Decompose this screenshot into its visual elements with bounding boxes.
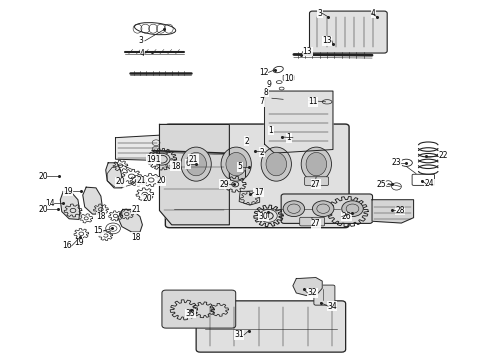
Polygon shape	[118, 210, 143, 232]
Text: 2: 2	[244, 137, 249, 146]
Text: 18: 18	[132, 233, 141, 242]
Text: 18: 18	[171, 162, 180, 171]
Text: 2: 2	[260, 148, 265, 157]
Text: 24: 24	[425, 179, 435, 188]
FancyBboxPatch shape	[305, 177, 318, 185]
Text: 3: 3	[139, 36, 144, 45]
Text: 11: 11	[309, 97, 318, 106]
Circle shape	[313, 201, 334, 217]
Text: 1: 1	[269, 126, 273, 135]
Text: 14: 14	[45, 199, 54, 208]
Text: 17: 17	[254, 188, 264, 197]
Ellipse shape	[181, 147, 211, 181]
Text: 19: 19	[63, 187, 73, 196]
Text: 25: 25	[376, 180, 386, 189]
Text: 1: 1	[287, 133, 292, 142]
FancyBboxPatch shape	[310, 11, 387, 53]
Circle shape	[342, 201, 363, 217]
Ellipse shape	[221, 147, 251, 181]
FancyBboxPatch shape	[165, 124, 349, 228]
FancyBboxPatch shape	[316, 177, 329, 185]
Ellipse shape	[226, 153, 246, 176]
Text: 6: 6	[185, 159, 190, 168]
Text: 21: 21	[132, 205, 141, 214]
Text: 15: 15	[94, 226, 103, 235]
Polygon shape	[372, 200, 414, 223]
FancyBboxPatch shape	[162, 290, 236, 328]
Polygon shape	[239, 191, 260, 205]
Text: 12: 12	[259, 68, 269, 77]
Text: 20: 20	[143, 194, 152, 203]
Ellipse shape	[186, 153, 206, 176]
Text: 21: 21	[151, 155, 161, 164]
Ellipse shape	[301, 147, 331, 181]
FancyBboxPatch shape	[312, 217, 325, 226]
Text: 19: 19	[74, 238, 84, 247]
Text: 30: 30	[259, 212, 269, 221]
Text: 9: 9	[267, 80, 272, 89]
FancyBboxPatch shape	[314, 285, 335, 305]
Text: 13: 13	[322, 36, 332, 45]
Text: 32: 32	[308, 288, 317, 297]
Text: 26: 26	[342, 212, 351, 221]
Text: 3: 3	[318, 9, 322, 18]
FancyBboxPatch shape	[196, 301, 345, 352]
Polygon shape	[159, 125, 229, 225]
Text: 4: 4	[371, 9, 376, 18]
Text: 8: 8	[264, 87, 269, 96]
Ellipse shape	[266, 153, 287, 176]
Text: 10: 10	[284, 75, 294, 84]
Text: 23: 23	[392, 158, 401, 167]
Text: 29: 29	[220, 180, 229, 189]
Text: 13: 13	[303, 47, 312, 56]
Polygon shape	[116, 135, 159, 160]
Text: 16: 16	[62, 242, 72, 251]
Polygon shape	[106, 163, 123, 188]
Text: 18: 18	[96, 212, 106, 221]
Text: 22: 22	[438, 151, 447, 160]
Ellipse shape	[306, 153, 327, 176]
FancyBboxPatch shape	[281, 194, 372, 224]
Text: 5: 5	[238, 162, 243, 171]
Text: 7: 7	[260, 97, 265, 106]
Text: 4: 4	[140, 49, 145, 58]
Ellipse shape	[261, 147, 292, 181]
Polygon shape	[293, 278, 322, 296]
Text: 28: 28	[395, 206, 405, 215]
Text: 27: 27	[311, 219, 320, 228]
Text: 20: 20	[156, 176, 166, 185]
Polygon shape	[60, 192, 80, 220]
FancyBboxPatch shape	[300, 217, 313, 226]
Text: 31: 31	[234, 330, 244, 339]
Text: 20: 20	[116, 177, 125, 186]
Text: 20: 20	[39, 205, 49, 214]
Text: 21: 21	[189, 155, 198, 164]
Text: 27: 27	[311, 180, 320, 189]
Text: 33: 33	[185, 309, 195, 318]
Text: 20: 20	[39, 172, 49, 181]
Text: 21: 21	[137, 176, 146, 185]
Circle shape	[283, 201, 305, 217]
Text: 19: 19	[147, 155, 156, 164]
Polygon shape	[83, 187, 102, 214]
Text: 34: 34	[327, 302, 337, 311]
Polygon shape	[265, 91, 333, 153]
